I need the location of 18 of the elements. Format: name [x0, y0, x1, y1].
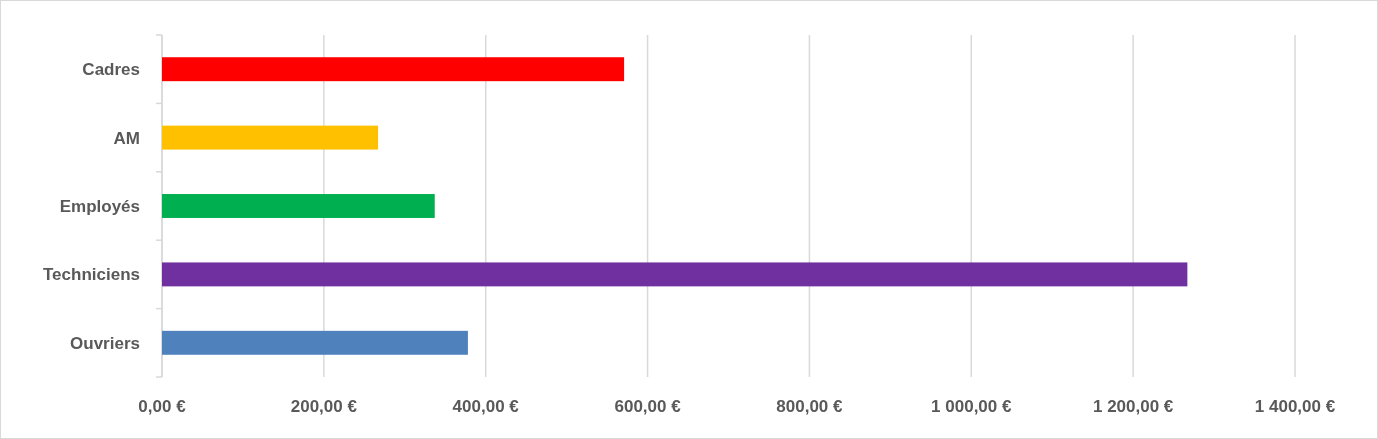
bar: [162, 57, 625, 82]
x-tick-label: 600,00 €: [614, 397, 682, 416]
bar: [162, 125, 379, 150]
x-tick-label: 200,00 €: [290, 397, 358, 416]
x-tick-label: 1 000,00 €: [931, 397, 1012, 416]
bar: [162, 330, 468, 355]
x-tick-label: 1 200,00 €: [1092, 397, 1174, 416]
y-tick-label: Ouvriers: [70, 333, 140, 353]
y-tick-label: AM: [113, 128, 140, 148]
x-tick-label: 1 400,00 €: [1254, 397, 1336, 416]
y-tick-label: Cadres: [82, 60, 140, 80]
x-tick-label: 800,00 €: [776, 397, 844, 416]
x-tick-label: 0,00 €: [138, 397, 187, 416]
y-tick-label: Techniciens: [43, 265, 140, 285]
bar: [162, 262, 1188, 287]
x-tick-label: 400,00 €: [452, 397, 520, 416]
bar: [162, 194, 435, 218]
y-tick-label: Employés: [59, 196, 140, 216]
